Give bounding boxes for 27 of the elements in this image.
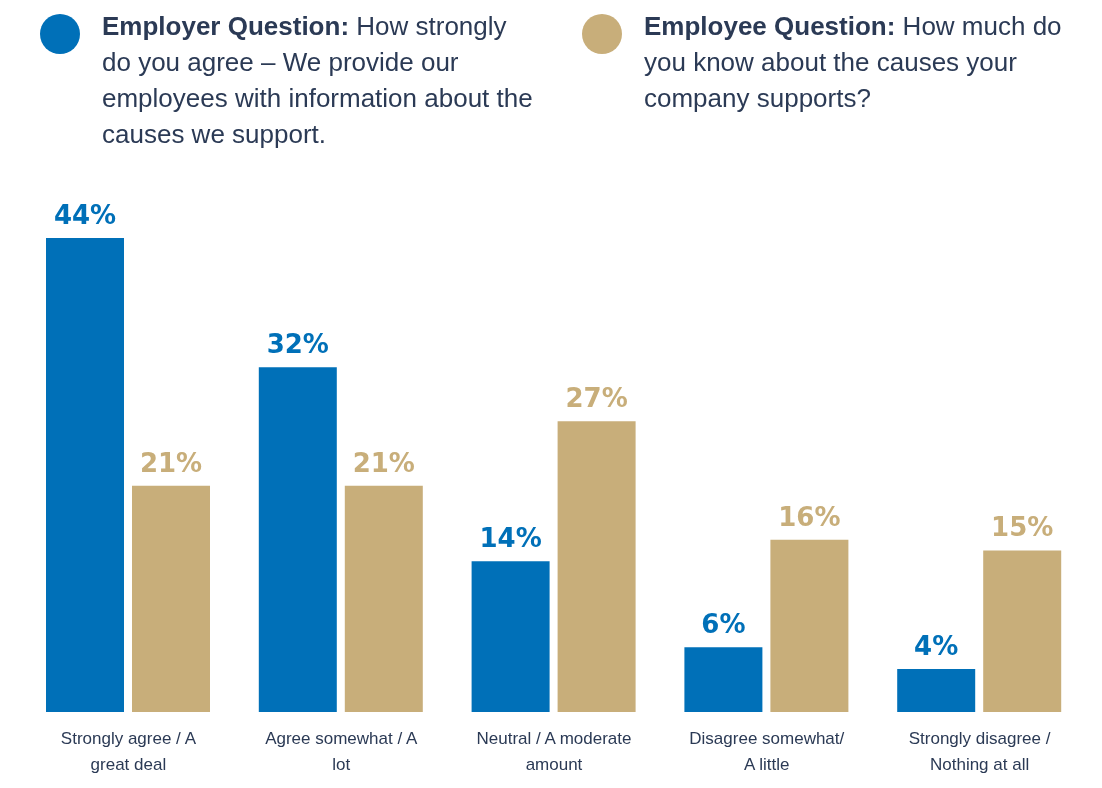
legend-label: Employer Question: How strongly do you agree – We provide our employees with information about the causes we support. [102,10,534,151]
data-label: 27% [565,383,628,414]
data-label: 21% [352,447,415,478]
bar [897,668,976,712]
bar [770,539,849,712]
x-tick-label: Agree somewhat / A lot [265,729,418,775]
x-tick-label: Strongly disagree / Nothing at all [908,729,1051,775]
x-tick-label: Disagree somewhat/ A little [689,729,845,775]
bar [983,550,1062,712]
x-tick-label: Strongly agree / A great deal [60,729,197,775]
data-label: 32% [266,329,329,360]
data-label: 16% [778,501,841,532]
data-label: 14% [479,523,542,554]
bar [471,561,550,712]
data-label: 21% [139,447,203,478]
legend-label: Employee Question: How much do you know about the causes your company supports? [644,10,1063,115]
bar [684,647,763,712]
x-tick-label: Neutral / A moderate amount [476,729,632,775]
data-label: 4% [914,630,959,661]
bar [258,367,337,712]
bar [132,485,210,712]
data-label: 6% [701,609,746,640]
bar [557,421,636,712]
data-label: 44% [53,200,117,230]
data-label: 15% [991,512,1054,543]
bar [46,238,124,712]
bar [344,485,423,712]
